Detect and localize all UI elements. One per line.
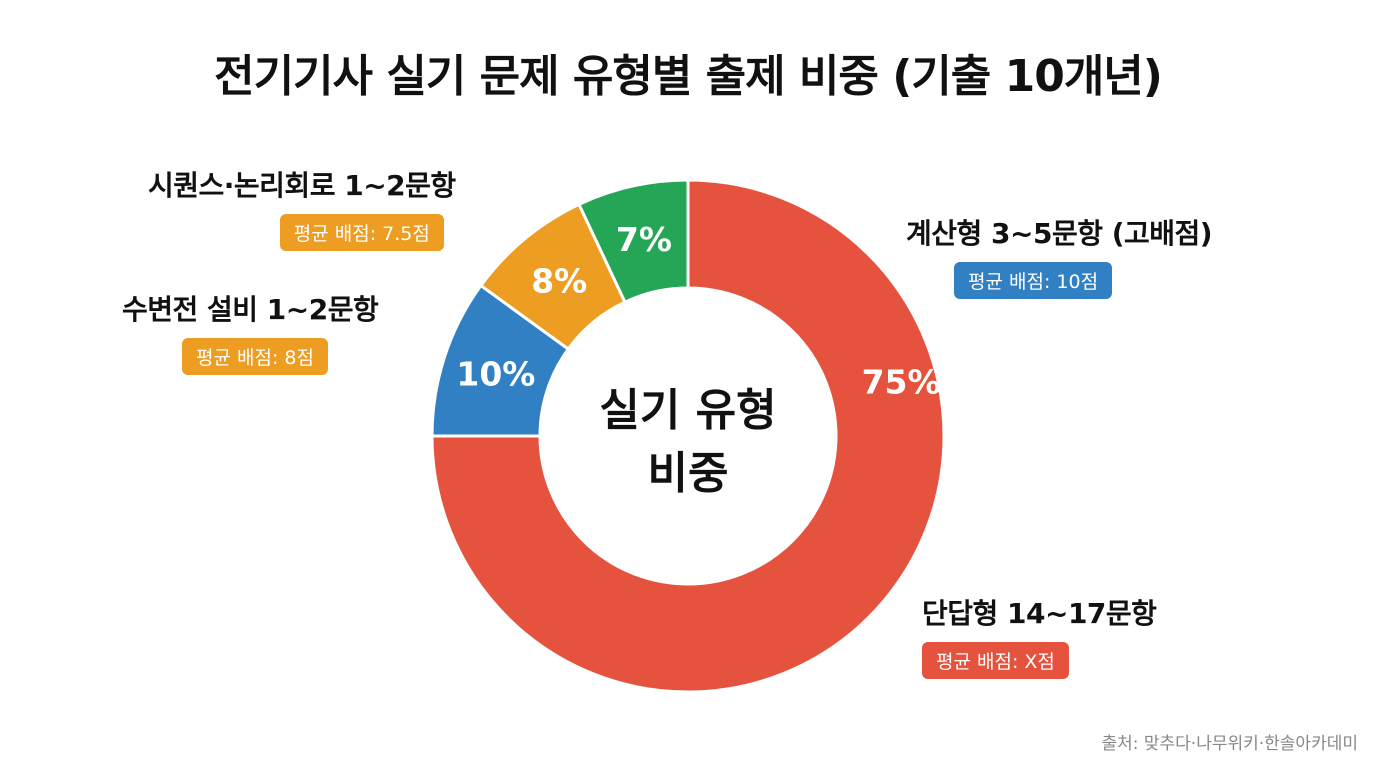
- donut-slice-0: [430, 178, 946, 694]
- label-short: 단답형 14~17문항 평균 배점: X점: [922, 592, 1157, 679]
- label-power: 수변전 설비 1~2문항 평균 배점: 8점: [122, 288, 379, 375]
- chart-title: 전기기사 실기 문제 유형별 출제 비중 (기출 10개년): [214, 51, 1163, 102]
- badge-short: 평균 배점: X점: [922, 642, 1069, 679]
- source-note: 출처: 맞추다·나무위키·한솔아카데미: [1101, 734, 1358, 754]
- center-label-line-2: 비중: [648, 448, 729, 499]
- label-short-title: 단답형 14~17문항: [922, 597, 1157, 630]
- slice-percent-label-3: 7%: [616, 220, 672, 259]
- label-sequence: 시퀀스·논리회로 1~2문항 평균 배점: 7.5점: [148, 164, 456, 251]
- label-calc-title: 계산형 3~5문항 (고배점): [906, 217, 1213, 250]
- badge-sequence: 평균 배점: 7.5점: [279, 214, 444, 251]
- label-calc: 계산형 3~5문항 (고배점) 평균 배점: 10점: [906, 212, 1213, 299]
- badge-calc: 평균 배점: 10점: [954, 262, 1113, 299]
- badge-power: 평균 배점: 8점: [182, 338, 328, 375]
- label-sequence-title: 시퀀스·논리회로 1~2문항: [148, 169, 456, 202]
- label-power-title: 수변전 설비 1~2문항: [122, 293, 379, 326]
- center-label-line-1: 실기 유형: [599, 385, 776, 436]
- slice-percent-label-2: 8%: [531, 261, 587, 300]
- slice-percent-label-0: 75%: [862, 362, 941, 401]
- donut-slice-3: [577, 178, 690, 305]
- slice-percent-label-1: 10%: [456, 355, 535, 394]
